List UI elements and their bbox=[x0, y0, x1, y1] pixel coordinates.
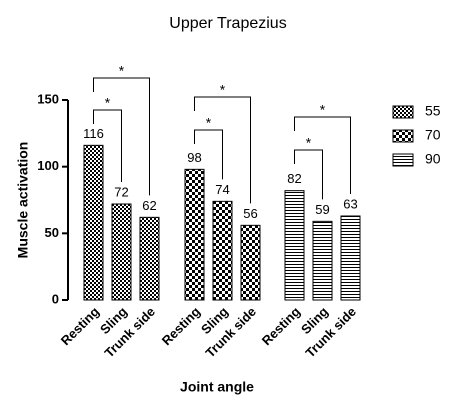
value-label: 63 bbox=[343, 196, 357, 211]
chart-title: Upper Trapezius bbox=[169, 15, 286, 32]
value-label: 74 bbox=[215, 182, 229, 197]
y-tick-label: 100 bbox=[37, 158, 59, 173]
y-tick-label: 150 bbox=[37, 91, 59, 106]
significance-bracket bbox=[93, 77, 150, 196]
significance-label: * bbox=[206, 115, 212, 131]
significance-label: * bbox=[320, 102, 326, 118]
value-label: 98 bbox=[187, 150, 201, 165]
legend-label: 55 bbox=[425, 103, 441, 119]
y-tick-label: 0 bbox=[52, 291, 59, 306]
x-axis-label: Joint angle bbox=[180, 379, 254, 395]
value-label: 56 bbox=[243, 206, 257, 221]
legend-swatch bbox=[392, 105, 414, 119]
bar bbox=[284, 190, 305, 301]
bar bbox=[83, 144, 104, 301]
y-tick-label: 50 bbox=[45, 225, 59, 240]
bar bbox=[312, 220, 333, 301]
bar bbox=[212, 200, 233, 301]
value-label: 116 bbox=[83, 126, 104, 141]
legend-label: 90 bbox=[425, 151, 441, 167]
x-tick-label: Resting bbox=[259, 304, 303, 348]
significance-bracket bbox=[294, 149, 323, 200]
significance-bracket bbox=[93, 109, 122, 182]
bar bbox=[111, 203, 132, 301]
value-label: 59 bbox=[315, 202, 329, 217]
significance-bracket bbox=[294, 116, 351, 194]
legend-swatch bbox=[392, 129, 414, 143]
legend-swatch bbox=[392, 153, 414, 167]
value-label: 62 bbox=[142, 198, 156, 213]
value-label: 82 bbox=[287, 171, 301, 186]
significance-label: * bbox=[119, 63, 125, 79]
bar bbox=[139, 216, 160, 301]
significance-label: * bbox=[306, 135, 312, 151]
legend-label: 70 bbox=[425, 127, 441, 143]
significance-bracket bbox=[194, 129, 223, 180]
significance-bracket bbox=[194, 96, 251, 204]
x-tick-label: Resting bbox=[58, 304, 102, 348]
significance-label: * bbox=[220, 82, 226, 98]
bar bbox=[240, 224, 261, 301]
value-label: 72 bbox=[114, 184, 128, 199]
significance-label: * bbox=[105, 95, 111, 111]
bar bbox=[340, 215, 361, 301]
bar bbox=[184, 168, 205, 301]
y-axis-label: Muscle activation bbox=[15, 142, 31, 259]
x-tick-label: Resting bbox=[159, 304, 203, 348]
